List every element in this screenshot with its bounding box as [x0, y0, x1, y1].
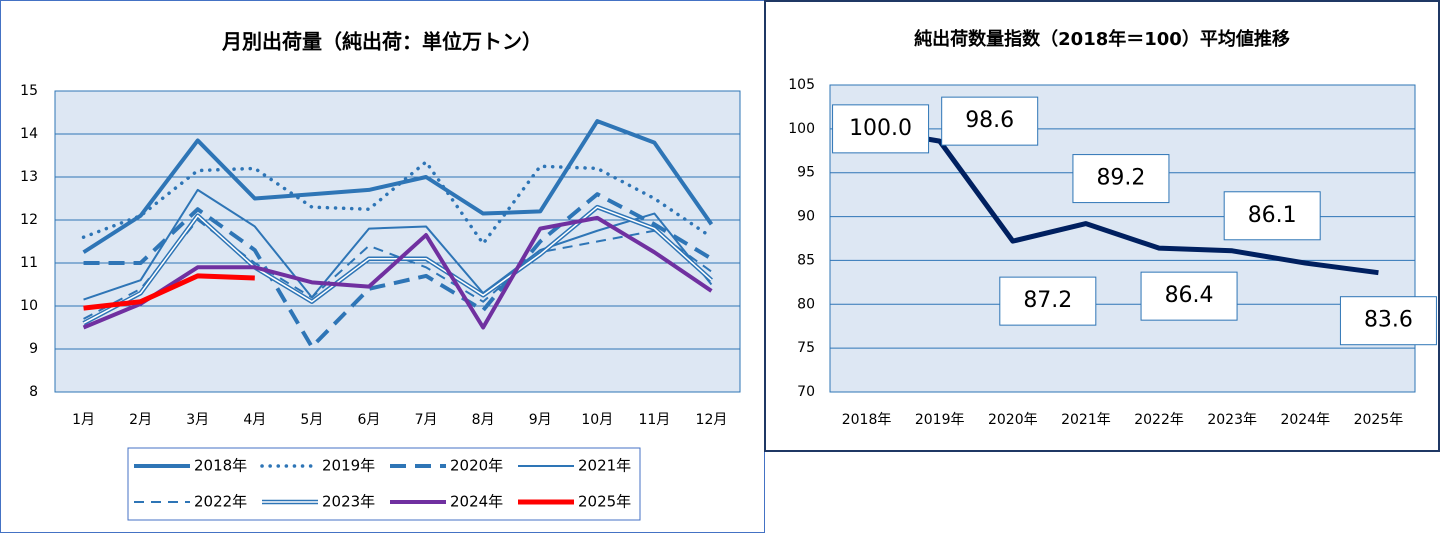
data-label: 86.4 [1165, 283, 1214, 308]
plot-area [54, 90, 741, 393]
x-tick-label: 5月 [300, 412, 323, 428]
y-tick-label: 13 [20, 169, 38, 185]
y-tick-label: 75 [797, 340, 815, 356]
x-tick-label: 10月 [581, 412, 613, 428]
legend-label: 2023年 [322, 493, 375, 511]
line [866, 126, 1379, 276]
y-tick-label: 9 [29, 341, 38, 357]
x-tick-label: 9月 [529, 412, 552, 428]
x-tick-label: 2021年 [1061, 412, 1111, 428]
x-tick-label: 7月 [415, 412, 438, 428]
x-tick-label: 2018年 [842, 412, 892, 428]
x-tick-label: 2024年 [1280, 412, 1330, 428]
x-tick-label: 1月 [72, 412, 95, 428]
line [83, 188, 713, 301]
y-tick-label: 70 [797, 384, 815, 400]
data-label-box [832, 104, 930, 154]
x-tick-label: 8月 [472, 412, 495, 428]
y-tick-label: 10 [20, 298, 38, 314]
chart-title: 純出荷数量指数（2018年＝100）平均値推移 [914, 28, 1290, 50]
x-tick-label: 6月 [357, 412, 380, 428]
data-label-box [999, 276, 1097, 326]
data-label-box [1140, 271, 1238, 321]
line [82, 215, 713, 330]
x-tick-label: 2019年 [915, 412, 965, 428]
x-tick-label: 2月 [129, 412, 152, 428]
line [81, 160, 714, 246]
data-label-box [1072, 154, 1170, 204]
x-tick-label: 2020年 [988, 412, 1038, 428]
y-tick-label: 80 [797, 296, 815, 312]
legend-label: 2019年 [322, 457, 375, 475]
y-tick-label: 12 [20, 212, 38, 228]
y-tick-label: 85 [797, 252, 815, 268]
legend-label: 2021年 [578, 457, 631, 475]
y-tick-label: 14 [20, 126, 38, 142]
x-tick-label: 11月 [638, 412, 670, 428]
data-label: 98.6 [965, 108, 1014, 133]
y-tick-label: 105 [788, 77, 815, 93]
legend-label: 2020年 [450, 457, 503, 475]
data-label: 87.2 [1023, 288, 1072, 313]
y-tick-label: 15 [20, 83, 38, 99]
y-tick-label: 11 [20, 255, 38, 271]
chart-title: 月別出荷量（純出荷：単位万トン） [221, 30, 542, 54]
data-label: 86.1 [1248, 203, 1297, 228]
y-tick-label: 100 [788, 121, 815, 137]
data-label: 83.6 [1364, 308, 1413, 333]
line [82, 119, 714, 254]
y-tick-label: 95 [797, 165, 815, 181]
line [83, 192, 713, 349]
data-label-box [941, 96, 1039, 146]
legend-label: 2025年 [578, 493, 631, 511]
legend-label: 2024年 [450, 493, 503, 511]
line [83, 273, 255, 311]
x-tick-label: 12月 [696, 412, 728, 428]
x-tick-label: 3月 [186, 412, 209, 428]
data-label: 89.2 [1096, 166, 1145, 191]
x-tick-label: 4月 [243, 412, 266, 428]
data-label-box [1339, 296, 1437, 346]
y-tick-label: 8 [29, 384, 38, 400]
legend-label: 2018年 [194, 457, 247, 475]
data-label-box [1223, 191, 1321, 241]
x-tick-label: 2022年 [1134, 412, 1184, 428]
legend-box [127, 447, 641, 521]
x-tick-label: 2025年 [1354, 412, 1404, 428]
data-label: 100.0 [849, 116, 912, 141]
legend-label: 2022年 [194, 493, 247, 511]
x-tick-label: 2023年 [1207, 412, 1257, 428]
y-tick-label: 90 [797, 209, 815, 225]
